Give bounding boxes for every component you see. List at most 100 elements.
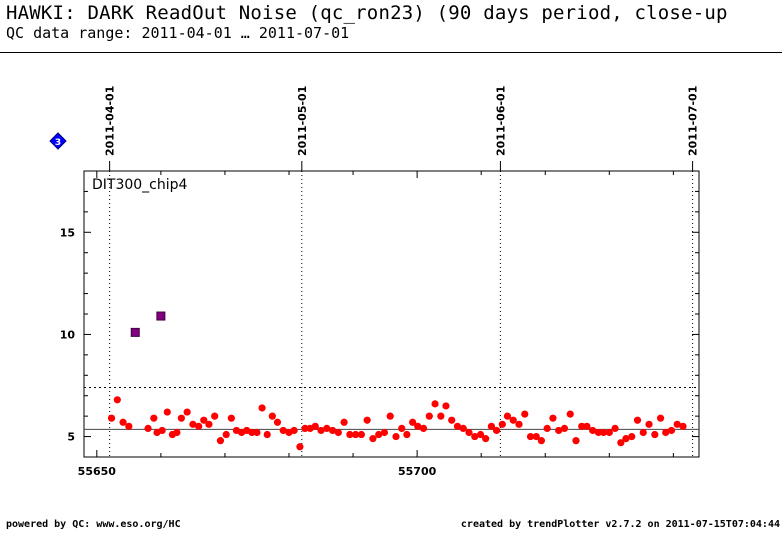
- data-point: [611, 424, 619, 432]
- data-point: [667, 426, 676, 435]
- panel-label: DIT300_chip4: [92, 177, 188, 193]
- data-point: [163, 408, 171, 416]
- data-point: [211, 412, 219, 420]
- data-point: [583, 422, 591, 430]
- data-point: [352, 430, 360, 439]
- data-point: [205, 420, 213, 428]
- data-point: [414, 422, 422, 430]
- data-point: [263, 430, 271, 439]
- data-point: [173, 428, 181, 437]
- data-point: [357, 430, 365, 439]
- data-point: [431, 400, 439, 408]
- date-marker-label: 2011-05-01: [296, 86, 309, 156]
- data-point: [662, 428, 670, 437]
- data-point: [144, 424, 152, 432]
- data-point: [651, 430, 659, 439]
- data-point: [633, 416, 642, 424]
- data-point: [622, 435, 630, 443]
- data-point: [158, 426, 166, 435]
- header-divider: [0, 52, 782, 53]
- data-point: [409, 418, 417, 426]
- data-point: [125, 422, 133, 430]
- data-point: [437, 412, 445, 420]
- data-point: [253, 428, 261, 437]
- data-point: [599, 428, 608, 437]
- data-point: [323, 424, 331, 432]
- data-point: [398, 424, 406, 432]
- data-point: [248, 428, 256, 437]
- data-point: [578, 422, 586, 430]
- data-point: [279, 426, 287, 435]
- data-point: [183, 408, 191, 416]
- data-point: [482, 435, 490, 443]
- data-point: [673, 420, 681, 428]
- data-point: [572, 437, 580, 445]
- data-point: [459, 424, 467, 432]
- data-point: [380, 428, 389, 437]
- data-point: [549, 414, 557, 422]
- outlier-point: [130, 327, 140, 337]
- data-point: [273, 418, 282, 426]
- outlier-point: [156, 311, 166, 321]
- x-tick-label: 55650: [78, 465, 117, 478]
- data-point: [543, 424, 551, 432]
- data-point: [363, 416, 371, 424]
- data-point: [628, 432, 636, 441]
- data-point: [107, 414, 116, 422]
- data-point: [195, 422, 203, 430]
- data-point: [560, 424, 569, 432]
- data-point: [403, 430, 411, 439]
- data-point: [200, 416, 208, 424]
- diamond-icon: [49, 132, 67, 150]
- data-point: [301, 424, 309, 432]
- data-point: [296, 443, 304, 451]
- data-point: [189, 420, 197, 428]
- data-point: [392, 432, 400, 441]
- data-point: [113, 396, 121, 404]
- data-point: [589, 426, 597, 435]
- data-point: [177, 414, 185, 422]
- chart-title: HAWKI: DARK ReadOut Noise (qc_ron23) (90…: [6, 2, 728, 24]
- data-point: [555, 426, 563, 435]
- data-point: [419, 424, 428, 432]
- data-point: [471, 432, 479, 441]
- data-point: [645, 420, 653, 428]
- data-point: [526, 432, 535, 441]
- data-point: [594, 428, 603, 437]
- footer-created-by: created by trendPlotter v2.7.2 on 2011-0…: [460, 519, 780, 530]
- data-point: [328, 426, 337, 435]
- data-point: [346, 430, 354, 439]
- chart-subtitle: QC data range: 2011-04-01 … 2011-07-01: [6, 24, 350, 42]
- data-point: [656, 414, 665, 422]
- date-marker-label: 2011-06-01: [494, 86, 507, 156]
- data-point: [334, 428, 342, 437]
- data-point: [679, 422, 687, 430]
- data-point: [258, 404, 266, 412]
- data-point: [317, 426, 325, 435]
- y-tick-label: 5: [67, 431, 75, 444]
- data-point: [369, 435, 377, 443]
- data-point: [465, 428, 473, 437]
- footer-powered-by: powered by QC: www.eso.org/HC: [6, 519, 181, 530]
- data-point: [521, 410, 529, 418]
- date-marker-label: 2011-07-01: [687, 86, 700, 156]
- data-point: [537, 437, 546, 445]
- dataset-index-badge: 3: [49, 132, 67, 150]
- data-point: [442, 402, 450, 410]
- data-point: [487, 422, 496, 430]
- data-point: [222, 430, 230, 439]
- badge-label: 3: [55, 138, 61, 148]
- data-point: [227, 414, 235, 422]
- data-point: [425, 412, 433, 420]
- data-point: [617, 439, 625, 447]
- data-point: [119, 418, 127, 426]
- data-point: [605, 428, 613, 437]
- data-point: [492, 426, 501, 435]
- data-point: [150, 414, 158, 422]
- data-point: [476, 430, 485, 439]
- data-point: [498, 420, 506, 428]
- y-tick-label: 15: [60, 226, 75, 239]
- y-tick-label: 10: [60, 328, 76, 341]
- data-point: [515, 420, 523, 428]
